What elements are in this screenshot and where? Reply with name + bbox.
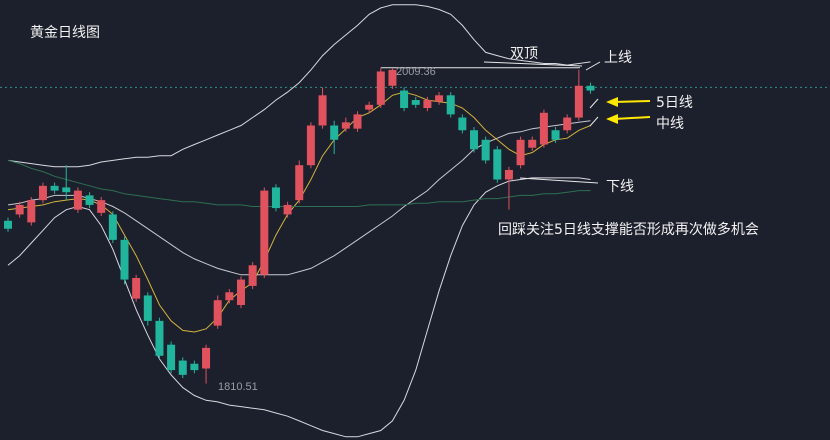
- candle-body: [4, 220, 12, 229]
- candle-body: [539, 112, 548, 145]
- candles: [4, 67, 595, 384]
- connector: [483, 61, 583, 67]
- candle-body: [248, 265, 257, 286]
- candle-body: [435, 95, 444, 102]
- connector: [585, 61, 601, 71]
- arrow-head: [606, 114, 618, 124]
- candle-body: [411, 100, 420, 105]
- candle-body: [27, 200, 36, 223]
- candle-body: [132, 277, 141, 299]
- candle-body: [493, 149, 502, 180]
- candle-body: [38, 185, 47, 201]
- candle-body: [155, 320, 164, 356]
- candle-body: [504, 169, 513, 180]
- candle-body: [213, 300, 222, 326]
- series-label: 上线: [604, 50, 632, 66]
- candle-body: [528, 139, 537, 148]
- candle-body: [446, 95, 455, 115]
- candle-body: [330, 125, 339, 140]
- candle-body: [108, 214, 117, 240]
- candle-body: [551, 130, 560, 140]
- candle-body: [73, 190, 82, 210]
- arrow: [613, 116, 651, 120]
- candle-body: [237, 279, 245, 305]
- candle-body: [470, 130, 478, 150]
- candle-body: [318, 95, 327, 126]
- candle-body: [271, 187, 280, 209]
- candle-body: [15, 204, 24, 215]
- annotation: 回踩关注5日线支撑能否形成再次做多机会: [498, 221, 759, 238]
- candle-body: [574, 85, 583, 118]
- candle-body: [62, 187, 71, 193]
- indicator-line: [7, 177, 591, 438]
- candle-body: [458, 117, 467, 131]
- candle-body: [97, 200, 106, 213]
- candle-body: [143, 295, 152, 321]
- series-label: 5日线: [656, 95, 693, 111]
- candle-body: [481, 139, 490, 161]
- candle-body: [341, 122, 350, 129]
- candle-body: [120, 239, 129, 280]
- candle-body: [178, 360, 187, 375]
- indicator-line: [7, 4, 591, 168]
- overlay-lines: [0, 4, 830, 438]
- low-label: 1810.51: [218, 381, 258, 393]
- candle-body: [295, 165, 304, 201]
- series-label: 中线: [656, 116, 684, 132]
- annotation: 双顶: [510, 46, 538, 62]
- indicator-line: [7, 159, 591, 207]
- candle-body: [388, 69, 397, 86]
- candle-body: [50, 185, 59, 191]
- candle-body: [225, 292, 234, 301]
- candle-body: [202, 347, 211, 369]
- arrow-head: [606, 97, 618, 107]
- candle-body: [306, 125, 315, 166]
- candle-body: [376, 71, 385, 105]
- candle-body: [353, 114, 362, 129]
- candle-body: [516, 139, 525, 166]
- connector: [589, 116, 599, 127]
- candle-body: [400, 90, 409, 109]
- candle-body: [586, 85, 595, 91]
- high-label: 2009.36: [396, 66, 436, 78]
- candle-body: [283, 204, 292, 215]
- candle-body: [260, 190, 269, 275]
- arrow: [613, 100, 651, 103]
- candle-body: [167, 344, 176, 371]
- candle-body: [563, 117, 572, 131]
- candle-body: [190, 363, 199, 371]
- series-label: 下线: [606, 179, 634, 195]
- connector: [589, 98, 599, 109]
- candle-body: [85, 195, 94, 205]
- candle-body: [423, 100, 432, 109]
- candle-body: [365, 104, 374, 110]
- connector: [519, 177, 599, 184]
- chart-title: 黄金日线图: [30, 24, 100, 41]
